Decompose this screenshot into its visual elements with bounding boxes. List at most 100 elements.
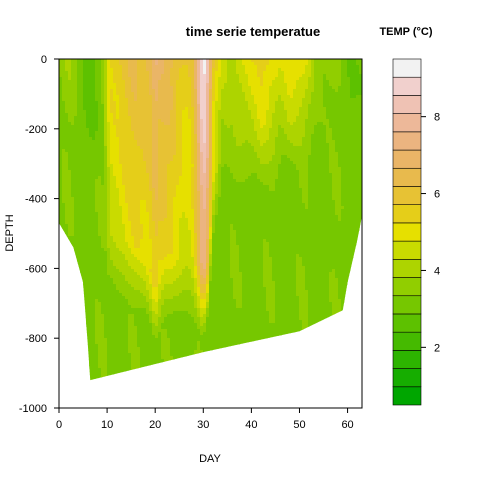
heatmap-cell <box>137 125 141 129</box>
heatmap-cell <box>89 146 93 150</box>
heatmap-cell <box>149 95 153 99</box>
heatmap-cell <box>173 173 177 177</box>
heatmap-cell <box>131 350 135 354</box>
heatmap-cell <box>146 224 150 228</box>
heatmap-cell <box>167 356 171 360</box>
heatmap-cell <box>83 266 87 270</box>
heatmap-cell <box>179 185 183 189</box>
heatmap-cell <box>77 380 81 381</box>
heatmap-cell <box>59 152 63 156</box>
heatmap-cell <box>131 287 135 291</box>
heatmap-cell <box>62 128 66 132</box>
heatmap-cell <box>140 305 144 309</box>
heatmap-cell <box>83 155 87 159</box>
heatmap-cell <box>68 305 72 309</box>
heatmap-cell <box>167 92 171 96</box>
heatmap-cell <box>125 203 129 207</box>
heatmap-cell <box>95 209 99 213</box>
heatmap-cell <box>185 74 189 78</box>
heatmap-cell <box>128 125 132 129</box>
heatmap-cell <box>143 68 147 72</box>
heatmap-cell <box>125 290 129 294</box>
heatmap-cell <box>68 176 72 180</box>
heatmap-cell <box>65 242 69 246</box>
heatmap-cell <box>155 203 159 207</box>
heatmap-cell <box>176 110 180 114</box>
heatmap-cell <box>167 299 171 303</box>
heatmap-cell <box>95 194 99 198</box>
heatmap-cell <box>128 113 132 117</box>
heatmap-cell <box>104 374 108 378</box>
heatmap-cell <box>134 86 138 90</box>
heatmap-cell <box>167 311 171 315</box>
heatmap-cell <box>125 155 129 159</box>
heatmap-cell <box>92 281 96 285</box>
heatmap-cell <box>98 353 102 357</box>
heatmap-cell <box>149 317 153 321</box>
heatmap-cell <box>95 338 99 342</box>
heatmap-cell <box>122 281 126 285</box>
heatmap-cell <box>98 128 102 132</box>
heatmap-cell <box>143 329 147 333</box>
heatmap-cell <box>74 224 78 228</box>
heatmap-cell <box>116 215 120 219</box>
heatmap-cell <box>110 218 114 222</box>
heatmap-cell <box>110 140 114 144</box>
heatmap-cell <box>167 104 171 108</box>
heatmap-cell <box>146 308 150 312</box>
heatmap-cell <box>119 125 123 129</box>
heatmap-cell <box>185 140 189 144</box>
heatmap-cell <box>164 182 168 186</box>
heatmap-cell <box>125 107 129 111</box>
heatmap-cell <box>134 122 138 126</box>
heatmap-cell <box>92 275 96 279</box>
heatmap-cell <box>89 365 93 369</box>
heatmap-cell <box>116 221 120 225</box>
heatmap-cell <box>161 353 165 357</box>
heatmap-cell <box>170 296 174 300</box>
heatmap-cell <box>125 98 129 102</box>
heatmap-cell <box>71 302 75 306</box>
heatmap-cell <box>80 308 84 312</box>
heatmap-cell <box>125 320 129 324</box>
heatmap-cell <box>107 260 111 264</box>
heatmap-cell <box>176 242 180 246</box>
heatmap-cell <box>140 263 144 267</box>
heatmap-cell <box>143 308 147 312</box>
heatmap-cell <box>131 140 135 144</box>
heatmap-cell <box>125 245 129 249</box>
heatmap-cell <box>116 167 120 171</box>
heatmap-cell <box>176 248 180 252</box>
heatmap-cell <box>71 209 75 213</box>
heatmap-cell <box>80 167 84 171</box>
heatmap-cell <box>182 377 186 381</box>
heatmap-cell <box>140 80 144 84</box>
heatmap-cell <box>182 62 186 66</box>
heatmap-cell <box>182 146 186 150</box>
heatmap-cell <box>128 266 132 270</box>
heatmap-cell <box>92 263 96 267</box>
heatmap-cell <box>140 269 144 273</box>
heatmap-cell <box>182 341 186 345</box>
heatmap-cell <box>161 335 165 339</box>
heatmap-cell <box>170 77 174 81</box>
heatmap-cell <box>173 62 177 66</box>
heatmap-cell <box>152 197 156 201</box>
heatmap-cell <box>146 395 150 399</box>
heatmap-cell <box>179 236 183 240</box>
heatmap-cell <box>80 239 84 243</box>
heatmap-cell <box>65 389 69 393</box>
heatmap-cell <box>143 239 147 243</box>
heatmap-cell <box>68 101 72 105</box>
heatmap-cell <box>179 368 183 372</box>
heatmap-cell <box>134 131 138 135</box>
heatmap-cell <box>176 194 180 198</box>
heatmap-cell <box>125 173 129 177</box>
heatmap-cell <box>68 131 72 135</box>
heatmap-cell <box>74 359 78 363</box>
heatmap-cell <box>65 59 69 63</box>
heatmap-cell <box>134 293 138 297</box>
heatmap-cell <box>59 335 63 339</box>
heatmap-cell <box>80 302 84 306</box>
heatmap-cell <box>68 167 72 171</box>
